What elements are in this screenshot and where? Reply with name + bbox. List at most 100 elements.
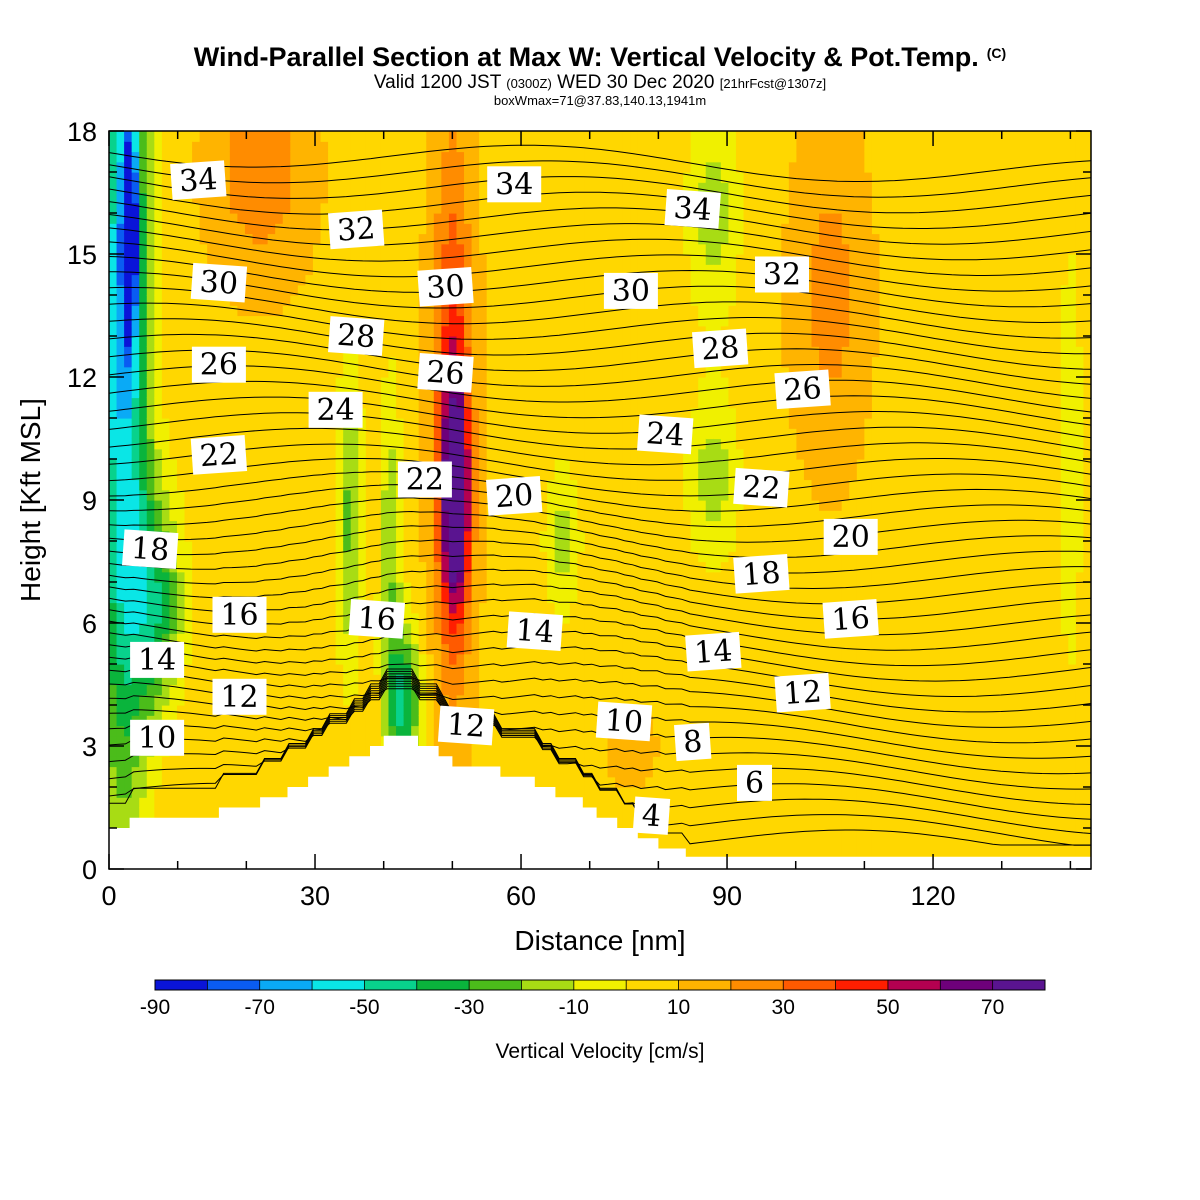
velocity-cell xyxy=(471,664,480,675)
velocity-cell xyxy=(373,643,382,655)
velocity-cell xyxy=(433,653,442,665)
velocity-cell xyxy=(343,541,352,552)
velocity-cell xyxy=(350,131,359,142)
velocity-cell xyxy=(441,438,450,450)
velocity-cell xyxy=(297,315,306,327)
velocity-cell xyxy=(403,571,412,583)
velocity-cell xyxy=(320,541,329,552)
velocity-cell xyxy=(169,305,178,317)
velocity-cell xyxy=(222,223,231,235)
velocity-cell xyxy=(176,612,186,624)
velocity-cell xyxy=(252,233,261,245)
velocity-cell xyxy=(516,305,526,317)
velocity-cell xyxy=(403,233,412,245)
velocity-cell xyxy=(214,582,223,593)
velocity-cell xyxy=(297,705,306,716)
velocity-cell xyxy=(328,284,337,296)
velocity-cell xyxy=(154,448,163,460)
velocity-cell xyxy=(433,202,442,214)
velocity-cell xyxy=(577,325,586,337)
velocity-cell xyxy=(184,428,193,440)
velocity-cell xyxy=(131,633,140,645)
velocity-cell xyxy=(335,284,344,296)
velocity-cell xyxy=(229,315,239,327)
velocity-cell xyxy=(448,141,458,153)
velocity-cell xyxy=(297,397,306,409)
velocity-cell xyxy=(290,592,299,604)
velocity-cell xyxy=(328,243,337,255)
velocity-cell xyxy=(350,284,359,296)
velocity-cell xyxy=(426,735,435,747)
velocity-cell xyxy=(615,602,624,614)
velocity-cell xyxy=(131,131,140,142)
velocity-cell xyxy=(244,284,254,296)
velocity-cell xyxy=(222,243,231,255)
velocity-cell xyxy=(456,520,465,532)
velocity-cell xyxy=(184,274,193,286)
velocity-cell xyxy=(615,766,624,778)
velocity-cell xyxy=(380,172,390,183)
velocity-cell xyxy=(328,694,337,706)
velocity-cell xyxy=(161,418,171,429)
velocity-cell xyxy=(600,223,609,235)
velocity-cell xyxy=(524,735,533,747)
velocity-cell xyxy=(154,520,163,532)
velocity-cell xyxy=(124,561,133,573)
velocity-cell xyxy=(622,623,631,634)
velocity-cell xyxy=(615,315,624,327)
velocity-cell xyxy=(448,223,458,235)
velocity-cell xyxy=(169,633,178,645)
velocity-cell xyxy=(615,223,624,235)
velocity-cell xyxy=(539,274,548,286)
velocity-cell xyxy=(380,315,390,327)
velocity-cell xyxy=(365,151,374,163)
velocity-cell xyxy=(161,254,171,265)
velocity-cell xyxy=(373,202,382,214)
velocity-cell xyxy=(547,776,556,788)
velocity-cell xyxy=(373,592,382,604)
velocity-cell xyxy=(267,623,276,634)
velocity-cell xyxy=(275,612,284,624)
velocity-cell xyxy=(260,264,269,276)
velocity-cell xyxy=(396,325,405,337)
velocity-cell xyxy=(554,571,563,583)
velocity-cell xyxy=(252,418,261,429)
velocity-cell xyxy=(426,192,435,204)
velocity-cell xyxy=(418,633,427,645)
velocity-cell xyxy=(312,561,322,573)
velocity-cell xyxy=(494,141,503,153)
velocity-cell xyxy=(486,223,495,235)
velocity-cell xyxy=(607,510,616,522)
velocity-cell xyxy=(237,254,246,265)
velocity-cell xyxy=(169,233,178,245)
velocity-cell xyxy=(509,223,518,235)
velocity-cell xyxy=(109,571,118,583)
velocity-cell xyxy=(569,213,578,224)
velocity-cell xyxy=(222,643,231,655)
velocity-cell xyxy=(358,141,367,153)
velocity-cell xyxy=(290,336,299,347)
velocity-cell xyxy=(192,807,201,819)
velocity-cell xyxy=(214,664,223,675)
velocity-cell xyxy=(380,213,390,224)
velocity-cell xyxy=(380,305,390,317)
velocity-cell xyxy=(282,510,291,522)
velocity-cell xyxy=(630,735,639,747)
velocity-cell xyxy=(343,602,352,614)
velocity-cell xyxy=(547,510,556,522)
velocity-cell xyxy=(305,479,314,491)
velocity-cell xyxy=(509,469,518,481)
velocity-cell xyxy=(192,223,201,235)
velocity-cell xyxy=(290,705,299,716)
velocity-cell xyxy=(456,448,465,460)
velocity-cell xyxy=(494,418,503,429)
velocity-cell xyxy=(562,387,571,399)
velocity-cell xyxy=(350,735,359,747)
velocity-cell xyxy=(161,141,171,153)
velocity-cell xyxy=(539,151,548,163)
velocity-cell xyxy=(373,520,382,532)
velocity-cell xyxy=(146,489,155,501)
velocity-cell xyxy=(479,561,488,573)
velocity-cell xyxy=(509,295,518,306)
velocity-cell xyxy=(592,213,601,224)
